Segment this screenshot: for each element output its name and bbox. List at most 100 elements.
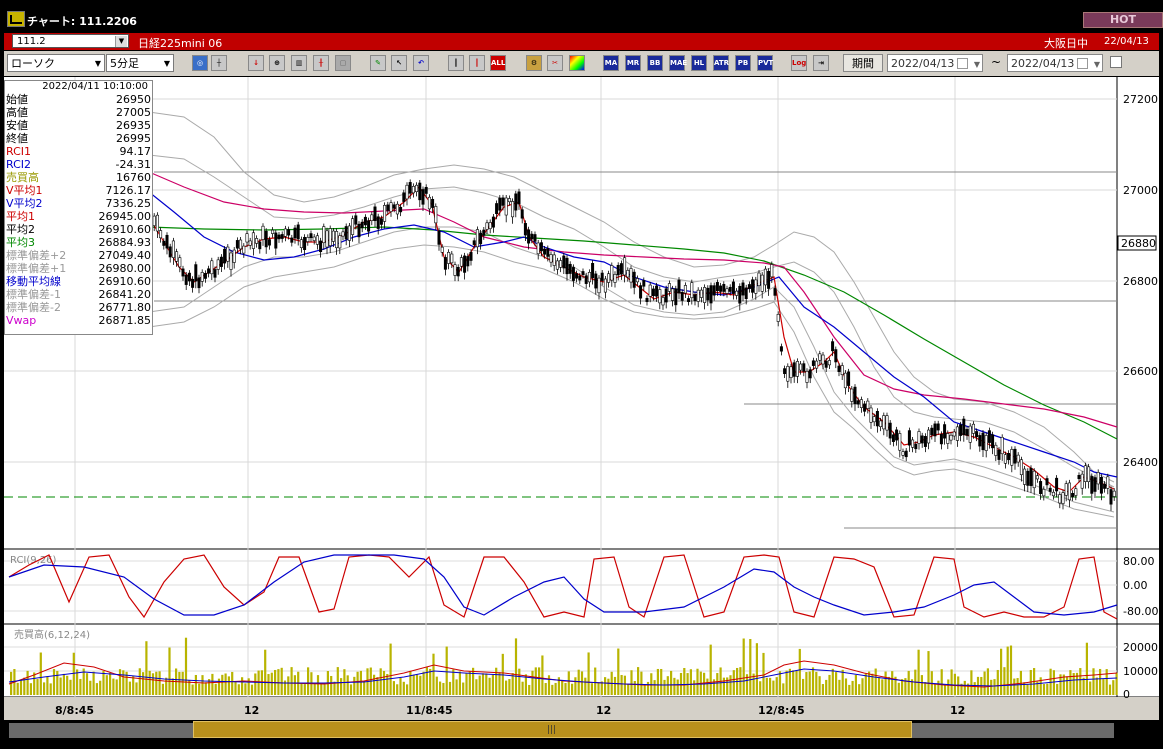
volume-bar	[960, 683, 963, 695]
all-icon[interactable]: ALL	[490, 55, 506, 71]
data-window[interactable]: 2022/04/11 10:10:00 始値 26950 高値 27005 安値 2693…	[4, 80, 153, 335]
timeframe-select[interactable]: 5分足 ▼	[106, 54, 174, 72]
chevron-down-icon[interactable]: ▼	[1093, 60, 1100, 69]
bar-chart-icon[interactable]: ▥	[291, 55, 307, 71]
candle-body	[680, 292, 684, 301]
candle-body	[616, 264, 620, 276]
ma-button[interactable]: MA	[603, 55, 619, 71]
volume-bar	[214, 683, 217, 695]
candle-body	[427, 196, 431, 210]
candle-body	[831, 341, 835, 352]
candle-body	[879, 420, 883, 428]
pen-icon[interactable]: ✎	[370, 55, 386, 71]
candle-body	[443, 257, 447, 270]
candle-body	[178, 257, 182, 268]
period-checkbox[interactable]	[1110, 56, 1122, 68]
data-window-value: 26945.00	[98, 210, 152, 223]
volume-bar	[726, 677, 729, 695]
volume-bar	[1099, 668, 1102, 695]
candle-body	[987, 430, 991, 443]
candle-body	[440, 246, 444, 253]
volume-bar	[184, 637, 188, 695]
candle-body	[344, 226, 348, 240]
candle-body	[1103, 483, 1107, 489]
log-button[interactable]: Log	[791, 55, 807, 71]
chevron-down-icon[interactable]: ▼	[115, 36, 127, 47]
candle-body	[421, 189, 425, 205]
volume-bar	[993, 679, 996, 695]
bb-button[interactable]: BB	[647, 55, 663, 71]
data-window-value: 26871.85	[98, 314, 152, 327]
candle-body	[434, 206, 438, 224]
volume-bar	[904, 678, 907, 695]
candle-body	[648, 284, 652, 297]
symbol-code-input[interactable]: 111.2 ▼	[12, 34, 129, 48]
volume-bar	[429, 668, 432, 695]
candle-body	[533, 234, 537, 242]
hl-button[interactable]: HL	[691, 55, 707, 71]
date-to-input[interactable]: 2022/04/13 ▼	[1007, 54, 1103, 72]
undo-icon[interactable]: ↶	[413, 55, 429, 71]
candle-body	[479, 232, 483, 245]
volume-bar	[250, 684, 254, 695]
chart-type-select[interactable]: ローソク ▼	[7, 54, 105, 72]
volume-bar	[204, 682, 207, 695]
candle-black-icon[interactable]: ┃	[448, 55, 464, 71]
calendar-icon[interactable]	[957, 58, 968, 69]
candle-red-icon[interactable]: ┃	[469, 55, 485, 71]
volume-bar	[953, 673, 956, 695]
volume-bar	[138, 668, 141, 695]
candle-body	[271, 229, 275, 234]
candle-body	[623, 257, 627, 276]
pb-button[interactable]: PB	[735, 55, 751, 71]
volume-bar	[712, 679, 716, 695]
candle-body	[968, 425, 972, 443]
chart-area[interactable]: 27200 27000 26800 26600 26400 26880	[4, 77, 1159, 720]
volume-bar	[950, 669, 953, 695]
settings-icon[interactable]: ⚙	[526, 55, 542, 71]
volume-bar	[551, 684, 554, 695]
tool-icon[interactable]: ✂	[547, 55, 563, 71]
period-button[interactable]: 期間	[843, 54, 883, 72]
volume-bar	[795, 670, 798, 695]
candle-body	[981, 432, 985, 451]
chevron-down-icon: ▼	[163, 59, 170, 68]
volume-bar	[198, 683, 201, 695]
volume-bar	[89, 680, 92, 695]
scroll-thumb[interactable]	[193, 721, 912, 738]
data-window-row: 終値 26995	[6, 132, 151, 145]
color-icon[interactable]	[569, 55, 585, 71]
candle-body	[239, 239, 243, 250]
candle-icon[interactable]: ╫	[313, 55, 329, 71]
mr-button[interactable]: MR	[625, 55, 641, 71]
candle-body	[405, 184, 409, 200]
disabled-tool-icon[interactable]: ▢	[335, 55, 351, 71]
mae-button[interactable]: MAE	[669, 55, 687, 71]
candle-body	[175, 251, 179, 262]
candle-body	[389, 202, 393, 212]
date-from-input[interactable]: 2022/04/13 ▼	[887, 54, 983, 72]
scroll-grip[interactable]: |||	[547, 725, 557, 735]
pointer-icon[interactable]: ↖	[391, 55, 407, 71]
atr-button[interactable]: ATR	[713, 55, 729, 71]
candle-body	[872, 416, 876, 423]
candle-body	[575, 273, 579, 279]
zoom-in-icon[interactable]: ⊕	[269, 55, 285, 71]
chart-canvas[interactable]: 27200 27000 26800 26600 26400 26880	[4, 77, 1159, 720]
volume-bar	[518, 668, 521, 695]
hot-button[interactable]: HOT	[1083, 12, 1163, 28]
data-window-label: 始値	[6, 93, 28, 106]
pvt-button[interactable]: PVT	[757, 55, 773, 71]
zoom-icon[interactable]: ◎	[192, 55, 208, 71]
volume-bar	[574, 677, 577, 695]
candle-body	[251, 232, 255, 249]
calendar-icon[interactable]	[1077, 58, 1088, 69]
draw-trend-icon[interactable]: ↓	[248, 55, 264, 71]
volume-tick: 10000	[1123, 665, 1158, 678]
cursor-cross-icon[interactable]: ┼	[211, 55, 227, 71]
export-icon[interactable]: ⇥	[813, 55, 829, 71]
chevron-down-icon[interactable]: ▼	[973, 60, 980, 69]
candle-body	[939, 434, 943, 445]
instrument-info-bar: 111.2 ▼ 日経225mini 06 大阪日中 22/04/13	[4, 33, 1159, 50]
candle-body	[847, 371, 851, 386]
